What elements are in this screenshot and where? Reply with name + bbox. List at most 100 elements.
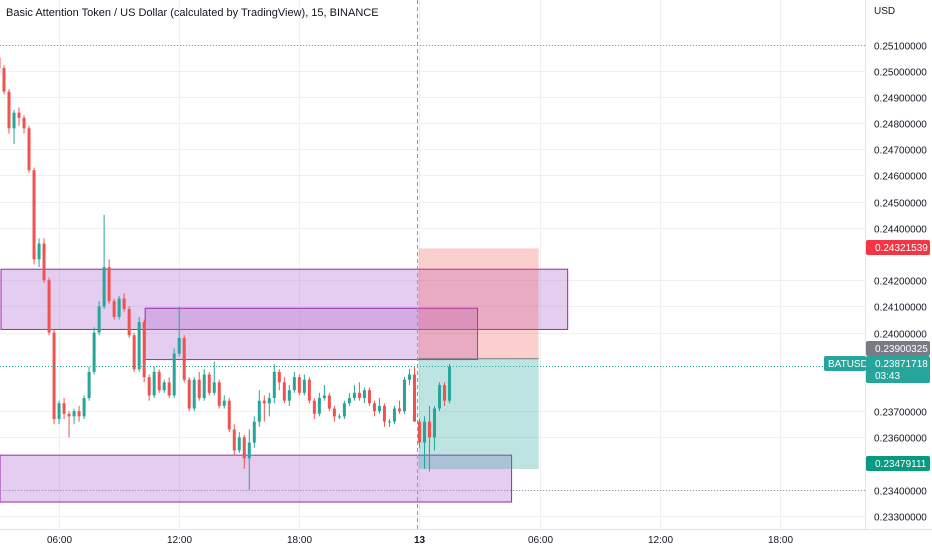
candle-body [277,371,281,383]
time-axis[interactable]: 06:00 12:00 18:00 13 06:00 12:00 18:00 [0,529,932,547]
time-tick-label: 06:00 [47,535,72,546]
candle-body [417,421,421,443]
candle-body [37,243,41,260]
price-tags: 0.24321539 0.23900325 BATUSD 0.23871718 … [824,240,930,471]
candle-body [32,170,36,260]
candle-body [27,128,31,171]
price-tick-label: 0.23400000 [874,487,927,498]
price-tick-label: 0.24600000 [874,172,927,183]
symbol-tag-text: BATUSD [828,359,868,370]
price-tick-label: 0.24900000 [874,94,927,105]
candle-body [97,306,101,333]
candle-body [47,280,51,333]
candle-body [22,117,26,129]
price-axis[interactable]: USD 0.25100000 0.25000000 0.24900000 0.2480… [865,0,928,529]
candle-body [122,298,126,310]
currency-label: USD [874,6,895,17]
candle-body [242,437,246,459]
candle-body [2,68,6,92]
candle-body [427,421,431,438]
candle-body [42,243,46,281]
price-tick-label: 0.24500000 [874,199,927,210]
candle-body [212,382,216,393]
candle-body [177,337,181,354]
candle-body [77,411,81,417]
candle-body [392,408,396,422]
supply-demand-zone[interactable] [0,454,513,503]
candle-body [7,91,11,129]
candle-body [448,366,452,401]
stop-price-tag [866,240,930,255]
candle-body [342,403,346,417]
time-tick-label: 18:00 [768,535,793,546]
candle-body [302,379,306,393]
supply-demand-zone[interactable] [144,307,479,361]
take-profit-area[interactable] [418,358,539,470]
candle-body [267,398,271,404]
entry-price-tag [866,341,930,356]
candle-body [162,382,166,391]
time-tick-label: 12:00 [648,535,673,546]
candle-body [357,392,361,399]
reference-lines [0,0,865,529]
candle-body [52,332,56,420]
candle-body [247,442,251,459]
candle-body [402,379,406,412]
candle-body [192,379,196,409]
candle-body [72,411,76,417]
candle-body [187,379,191,409]
candle-body [262,400,266,404]
time-tick-label: 18:00 [287,535,312,546]
candle-body [0,57,1,69]
candle-body [57,403,61,420]
price-tick-label: 0.24100000 [874,303,927,314]
price-tick-label: 0.25000000 [874,68,927,79]
candle-body [87,371,91,399]
candle-body [438,384,442,409]
target-price-text: 0.23479111 [875,459,927,470]
candle-body [407,374,411,380]
price-tick-label: 0.23600000 [874,434,927,445]
candle-body [107,267,111,302]
position-tool[interactable] [418,248,539,470]
candle-body [127,309,131,336]
price-tick-label: 0.24400000 [874,225,927,236]
candle-body [412,374,416,422]
candle-body [82,398,86,417]
candle-body [152,371,156,396]
price-tick-label: 0.23300000 [874,513,927,524]
candle-body [307,379,311,401]
candle-body [312,400,316,414]
candle-body [147,377,151,396]
countdown-text: 03:43 [875,371,900,382]
candle-body [317,398,321,414]
candle-body [443,384,447,401]
candle-body [362,390,366,399]
candle-body [232,429,236,451]
candle-body [377,405,381,412]
candle-body [337,416,341,418]
time-tick-label: 12:00 [167,535,192,546]
supply-demand-zone[interactable] [0,268,569,330]
candle-body [287,390,291,401]
candle-body [387,421,391,423]
candle-body [252,421,256,443]
candle-body [132,335,136,370]
current-price-text: 0.23871718 [875,359,928,370]
zones-layer[interactable] [0,268,569,503]
candle-body [257,400,261,422]
candle-body [292,377,296,391]
candle-body [92,332,96,372]
entry-price-text: 0.23900325 [875,344,928,355]
price-tick-label: 0.23700000 [874,408,927,419]
candle-body [322,395,326,399]
time-tick-label: 06:00 [528,535,553,546]
candle-body [272,371,276,399]
candle-body [202,374,206,399]
stop-loss-area[interactable] [418,248,539,359]
price-tick-label: 0.24700000 [874,146,927,157]
stop-price-text: 0.24321539 [875,243,928,254]
price-tick-label: 0.24200000 [874,277,927,288]
